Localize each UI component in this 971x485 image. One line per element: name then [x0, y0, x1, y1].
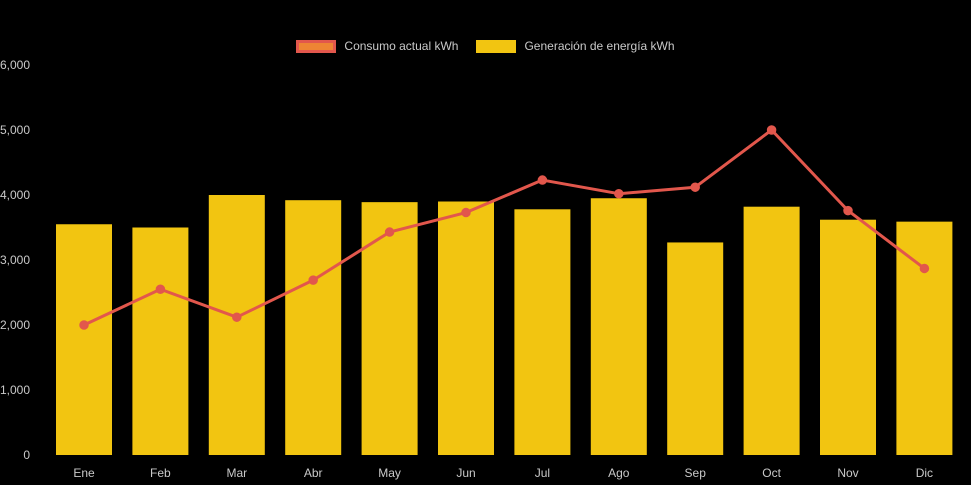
bar-sep[interactable] [667, 242, 724, 455]
x-tick-label-jun: Jun [456, 466, 475, 480]
bar-abr[interactable] [285, 200, 342, 455]
consumo-point-oct[interactable] [766, 125, 777, 135]
legend-label-consumo: Consumo actual kWh [344, 39, 459, 53]
y-tick-label-6000: 6,000 [0, 58, 30, 72]
consumo-point-feb[interactable] [155, 284, 166, 294]
x-tick-label-oct: Oct [762, 466, 781, 480]
x-tick-label-nov: Nov [837, 466, 858, 480]
legend-item-generacion[interactable]: Generación de energía kWh [476, 39, 675, 53]
x-tick-label-dic: Dic [916, 466, 933, 480]
consumo-point-sep[interactable] [690, 182, 700, 192]
legend-item-consumo[interactable]: Consumo actual kWh [296, 40, 458, 53]
consumo-point-ago[interactable] [614, 188, 624, 199]
consumo-point-dic[interactable] [919, 263, 930, 274]
y-tick-label-2000: 2,000 [0, 318, 30, 332]
bar-ago[interactable] [590, 198, 647, 455]
x-tick-label-feb: Feb [150, 466, 171, 480]
y-tick-label-5000: 5,000 [0, 123, 30, 137]
x-tick-label-abr: Abr [304, 466, 323, 480]
x-tick-label-may: May [378, 466, 401, 480]
consumo-point-may[interactable] [384, 227, 395, 237]
x-tick-label-jul: Jul [535, 466, 550, 480]
consumo-point-jun[interactable] [461, 207, 471, 218]
y-tick-label-0: 0 [23, 448, 30, 462]
chart-legend: Consumo actual kWh Generación de energía… [0, 40, 971, 53]
bar-feb[interactable] [132, 227, 189, 456]
x-tick-label-mar: Mar [226, 466, 247, 480]
y-tick-label-1000: 1,000 [0, 383, 30, 397]
bar-nov[interactable] [820, 219, 876, 455]
consumo-point-abr[interactable] [308, 275, 318, 285]
bar-dic[interactable] [896, 221, 953, 455]
consumo-point-jul[interactable] [537, 175, 548, 185]
bar-jun[interactable] [438, 201, 494, 456]
consumo-line [82, 128, 926, 327]
x-tick-label-ago: Ago [608, 466, 630, 480]
y-tick-label-3000: 3,000 [0, 253, 30, 267]
x-tick-label-sep: Sep [685, 466, 707, 480]
bar-ene[interactable] [56, 224, 112, 455]
consumo-point-ene[interactable] [79, 320, 89, 330]
bar-may[interactable] [361, 202, 418, 455]
y-tick-label-4000: 4,000 [0, 188, 30, 202]
bar-jul[interactable] [514, 209, 571, 455]
x-tick-label-ene: Ene [73, 466, 95, 480]
legend-swatch-consumo [296, 40, 337, 53]
consumo-point-mar[interactable] [232, 312, 242, 322]
bar-oct[interactable] [743, 206, 800, 455]
legend-swatch-generacion [476, 40, 517, 53]
bar-mar[interactable] [208, 195, 265, 455]
legend-label-generacion: Generación de energía kWh [524, 39, 675, 53]
consumo-point-nov[interactable] [843, 205, 853, 216]
